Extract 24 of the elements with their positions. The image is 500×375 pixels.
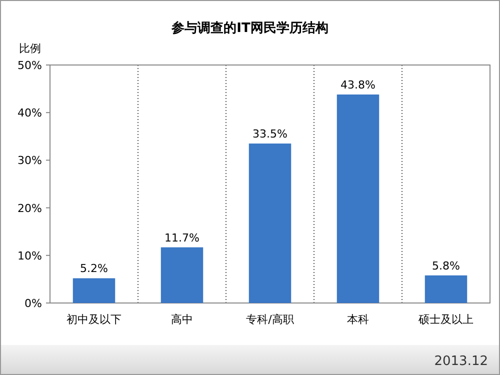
data-label: 5.2% bbox=[80, 262, 108, 276]
x-tick-label: 本科 bbox=[347, 313, 369, 326]
chart-title: 参与调查的IT网民学历结构 bbox=[170, 20, 328, 36]
y-tick-label: 0% bbox=[24, 297, 42, 310]
y-axis-title: 比例 bbox=[19, 42, 41, 55]
y-tick-label: 10% bbox=[18, 249, 42, 262]
bar bbox=[160, 247, 204, 303]
bar bbox=[248, 144, 292, 303]
data-label: 11.7% bbox=[164, 231, 200, 244]
x-tick-label: 专科/高职 bbox=[246, 313, 294, 326]
bar bbox=[72, 278, 116, 303]
x-tick-label: 初中及以下 bbox=[66, 313, 122, 326]
bar bbox=[424, 275, 468, 303]
text: 2013.12 bbox=[434, 354, 488, 369]
y-tick-label: 40% bbox=[18, 106, 42, 120]
x-tick-label: 高中 bbox=[171, 313, 193, 326]
data-label: 5.8% bbox=[432, 259, 460, 272]
x-tick-label: 硕士及以上 bbox=[418, 313, 474, 326]
y-tick-label: 20% bbox=[18, 202, 42, 215]
data-label: 33.5% bbox=[252, 128, 288, 141]
data-label: 43.8% bbox=[340, 78, 376, 92]
y-tick-label: 50% bbox=[18, 59, 42, 72]
y-tick-label: 30% bbox=[18, 154, 42, 168]
bar bbox=[336, 94, 380, 303]
